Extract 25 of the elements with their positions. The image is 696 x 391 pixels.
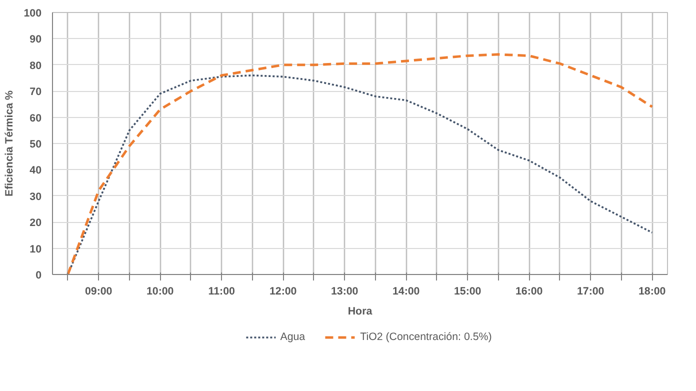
- y-tick-label: 10: [30, 243, 42, 256]
- y-tick-label: 70: [30, 86, 42, 98]
- y-tick-label: 60: [30, 112, 42, 124]
- x-tick-label: 14:00: [392, 286, 420, 298]
- y-tick-label: 100: [24, 8, 42, 20]
- x-tick-label: 15:00: [454, 286, 482, 298]
- legend-label: Agua: [280, 331, 306, 343]
- x-axis-title: Hora: [348, 306, 372, 318]
- x-tick-label: 10:00: [146, 286, 174, 298]
- y-tick-label: 0: [36, 270, 42, 282]
- x-tick-label: 13:00: [331, 286, 358, 298]
- y-tick-label: 40: [30, 164, 42, 177]
- y-tick-label: 80: [30, 60, 42, 72]
- y-tick-label: 20: [30, 217, 42, 230]
- legend-label: TiO2 (Concentración: 0.5%): [360, 331, 492, 343]
- x-tick-label: 16:00: [516, 286, 543, 298]
- x-tick-label: 09:00: [85, 286, 112, 298]
- y-tick-label: 30: [30, 190, 42, 203]
- y-axis-title: Eficiencia Térmica %: [4, 90, 16, 197]
- x-tick-label: 18:00: [638, 286, 666, 298]
- x-tick-label: 12:00: [270, 286, 297, 298]
- y-tick-label: 90: [30, 34, 42, 46]
- x-tick-label: 17:00: [577, 286, 604, 298]
- y-tick-label: 50: [30, 138, 42, 150]
- x-tick-label: 11:00: [208, 286, 236, 298]
